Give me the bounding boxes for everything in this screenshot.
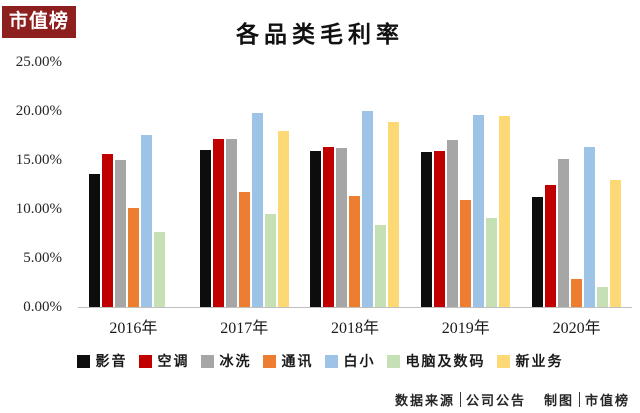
bar (447, 140, 459, 307)
legend-swatch (496, 354, 510, 368)
y-tick-label: 15.00% (15, 152, 62, 168)
legend-swatch (138, 354, 152, 368)
x-tick-label: 2019年 (441, 320, 490, 337)
x-tick-label: 2016年 (109, 320, 158, 337)
bar (114, 160, 126, 307)
bar (362, 111, 374, 307)
bar (277, 130, 289, 307)
bar (199, 150, 211, 307)
bar (473, 114, 485, 307)
bar (597, 287, 609, 307)
bar (545, 185, 557, 307)
source-segment: 数据来源 公司公告 (395, 390, 526, 409)
bar (264, 213, 276, 307)
bar (310, 151, 322, 307)
bar (375, 224, 387, 307)
divider (459, 392, 461, 407)
bar-group (189, 62, 300, 307)
plot-area (78, 62, 632, 308)
legend-label: 白小 (343, 355, 376, 370)
legend-swatch (262, 354, 276, 368)
brand-logo: 市值榜 (2, 6, 77, 38)
bar (571, 278, 583, 307)
legend-item: 冰洗 (200, 351, 252, 371)
bar (101, 154, 113, 307)
bar (558, 159, 570, 307)
legend-swatch (200, 354, 214, 368)
legend-swatch (76, 354, 90, 368)
x-tick-label: 2020年 (552, 320, 601, 337)
legend-item: 通讯 (262, 351, 314, 371)
bar (388, 121, 400, 307)
bar (323, 147, 335, 307)
bar (532, 197, 544, 307)
x-axis: 2016年 2017年 2018年 2019年 2020年 (78, 314, 632, 338)
source-segment-value: 市值榜 (584, 393, 630, 408)
bar-group (78, 62, 189, 307)
legend-label: 空调 (157, 355, 190, 370)
bar (127, 208, 139, 307)
bar (486, 217, 498, 307)
legend-label: 通讯 (281, 355, 314, 370)
bar (584, 147, 596, 307)
legend-label: 冰洗 (219, 355, 252, 370)
bar (88, 173, 100, 307)
bar-group (410, 62, 521, 307)
legend-swatch (324, 354, 338, 368)
legend-swatch (386, 354, 400, 368)
y-tick-label: 0.00% (23, 299, 62, 315)
bar (251, 112, 263, 307)
bar-group (521, 62, 632, 307)
bar-group (300, 62, 411, 307)
y-tick-label: 20.00% (15, 103, 62, 119)
legend-item: 新业务 (496, 351, 564, 371)
bar (212, 139, 224, 307)
bar (140, 134, 152, 307)
bar (421, 152, 433, 307)
source-note: 数据来源 公司公告 制图 市值榜 (395, 390, 630, 409)
legend-item: 电脑及数码 (386, 351, 486, 371)
bar (434, 151, 446, 307)
legend-item: 影音 (76, 351, 128, 371)
legend-item: 白小 (324, 351, 376, 371)
y-axis: 0.00% 5.00% 10.00% 15.00% 20.00% 25.00% (0, 54, 64, 315)
bar (336, 148, 348, 307)
bar (225, 139, 237, 307)
source-segment: 制图 市值榜 (544, 390, 630, 409)
bar (610, 179, 622, 307)
legend-item: 空调 (138, 351, 190, 371)
legend: 影音 空调 冰洗 通讯 白小 电脑及数码 新业务 (0, 351, 640, 371)
source-segment-value: 公司公告 (465, 393, 526, 408)
source-segment-label: 数据来源 (394, 393, 455, 408)
bar (238, 192, 250, 307)
y-tick-label: 10.00% (15, 201, 62, 217)
y-tick-label: 5.00% (23, 250, 62, 266)
x-tick-label: 2018年 (330, 320, 379, 337)
bar (349, 196, 361, 307)
x-tick-label: 2017年 (220, 320, 269, 337)
bar (153, 231, 165, 307)
divider (578, 392, 580, 407)
legend-label: 新业务 (515, 355, 564, 370)
source-segment-label: 制图 (543, 393, 574, 408)
legend-label: 电脑及数码 (405, 355, 486, 370)
chart-title: 各品类毛利率 (236, 22, 404, 47)
bar (460, 200, 472, 307)
bar (499, 115, 511, 307)
y-tick-label: 25.00% (15, 54, 62, 70)
legend-label: 影音 (95, 355, 128, 370)
